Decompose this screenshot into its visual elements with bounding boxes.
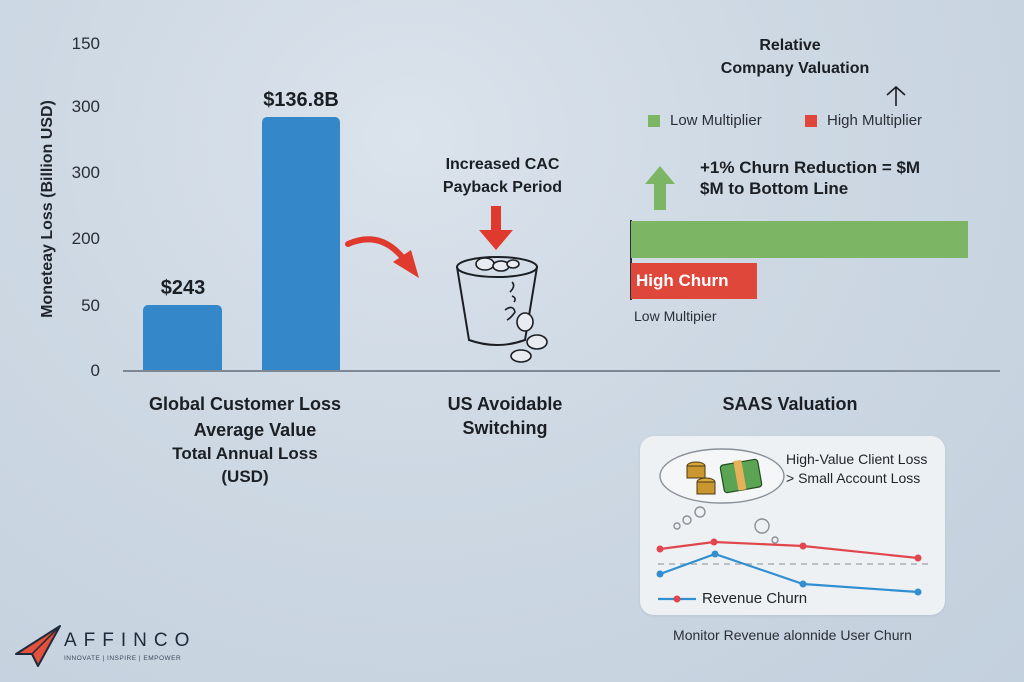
curved-arrow-icon xyxy=(345,236,419,278)
y-axis-title: Moneteay Loss (Billion USD) xyxy=(39,100,56,318)
bar-label: High Churn xyxy=(636,271,729,290)
category-label: Global Customer Loss xyxy=(148,394,342,414)
cac-label: Payback Period xyxy=(442,179,563,196)
legend-label: Low Multiplier xyxy=(670,112,762,129)
affinco-logo: AFFINCO INNOVATE | INSPIRE | EMPOWER xyxy=(14,622,194,672)
bar-high-churn: High Churn xyxy=(631,263,757,299)
down-arrow-icon xyxy=(479,206,513,250)
category-label: SAAS Valuation xyxy=(722,394,858,414)
annotation: +1% Churn Reduction = $M xyxy=(700,158,921,177)
up-arrow-icon xyxy=(886,85,906,106)
axis-line xyxy=(630,220,632,300)
category-label: Average Value xyxy=(193,420,317,440)
y-tick: 50 xyxy=(81,296,100,315)
chart-title: Relative xyxy=(759,37,821,54)
bar-average-value xyxy=(143,305,222,371)
paper-plane-logo-icon xyxy=(15,625,61,667)
bar-value-label: $243 xyxy=(160,277,206,299)
y-tick: 200 xyxy=(71,229,100,248)
leaky-bucket-icon xyxy=(456,256,548,363)
logo-name: AFFINCO xyxy=(64,630,197,651)
revenue-churn-card: High-Value Client Loss > Small Account L… xyxy=(640,436,945,615)
bar-caption: Low Multipier xyxy=(634,308,717,324)
card-text: > Small Account Loss xyxy=(786,470,921,486)
y-tick: 300 xyxy=(71,97,100,116)
bar-low-multiplier xyxy=(631,221,968,258)
legend-swatch xyxy=(805,114,817,127)
churn-line-chart xyxy=(656,538,932,596)
category-label: (USD) xyxy=(221,467,269,486)
chart-title: Company Valuation xyxy=(720,60,870,77)
y-tick: 0 xyxy=(90,361,100,380)
cac-label: Increased CAC xyxy=(445,156,560,173)
legend-high-multiplier: High Multiplier xyxy=(805,112,922,129)
card-text: High-Value Client Loss xyxy=(786,451,928,467)
legend-low-multiplier: Low Multiplier xyxy=(648,112,762,129)
category-label: Switching xyxy=(462,418,548,438)
category-label: Total Annual Loss xyxy=(172,444,318,463)
thought-bubble-circles-icon xyxy=(754,518,779,544)
legend-line-icon xyxy=(658,595,696,602)
logo-tagline: INNOVATE | INSPIRE | EMPOWER xyxy=(64,655,182,662)
legend-label: Revenue Churn xyxy=(702,590,808,607)
green-up-arrow-icon xyxy=(645,166,675,210)
bar-total-annual-loss xyxy=(262,117,340,371)
annotation: $M to Bottom Line xyxy=(700,179,849,198)
category-label: US Avoidable xyxy=(447,394,563,414)
legend-label: High Multiplier xyxy=(827,112,923,129)
y-tick: 300 xyxy=(71,163,100,182)
y-tick: 150 xyxy=(71,34,100,53)
card-caption: Monitor Revenue alonnide User Churn xyxy=(673,627,912,643)
legend-swatch xyxy=(648,114,660,127)
bar-value-label: $136.8B xyxy=(263,89,339,111)
line-legend: Revenue Churn xyxy=(658,590,807,607)
x-axis-baseline xyxy=(123,370,1000,372)
money-thought-bubble-icon xyxy=(659,448,785,530)
